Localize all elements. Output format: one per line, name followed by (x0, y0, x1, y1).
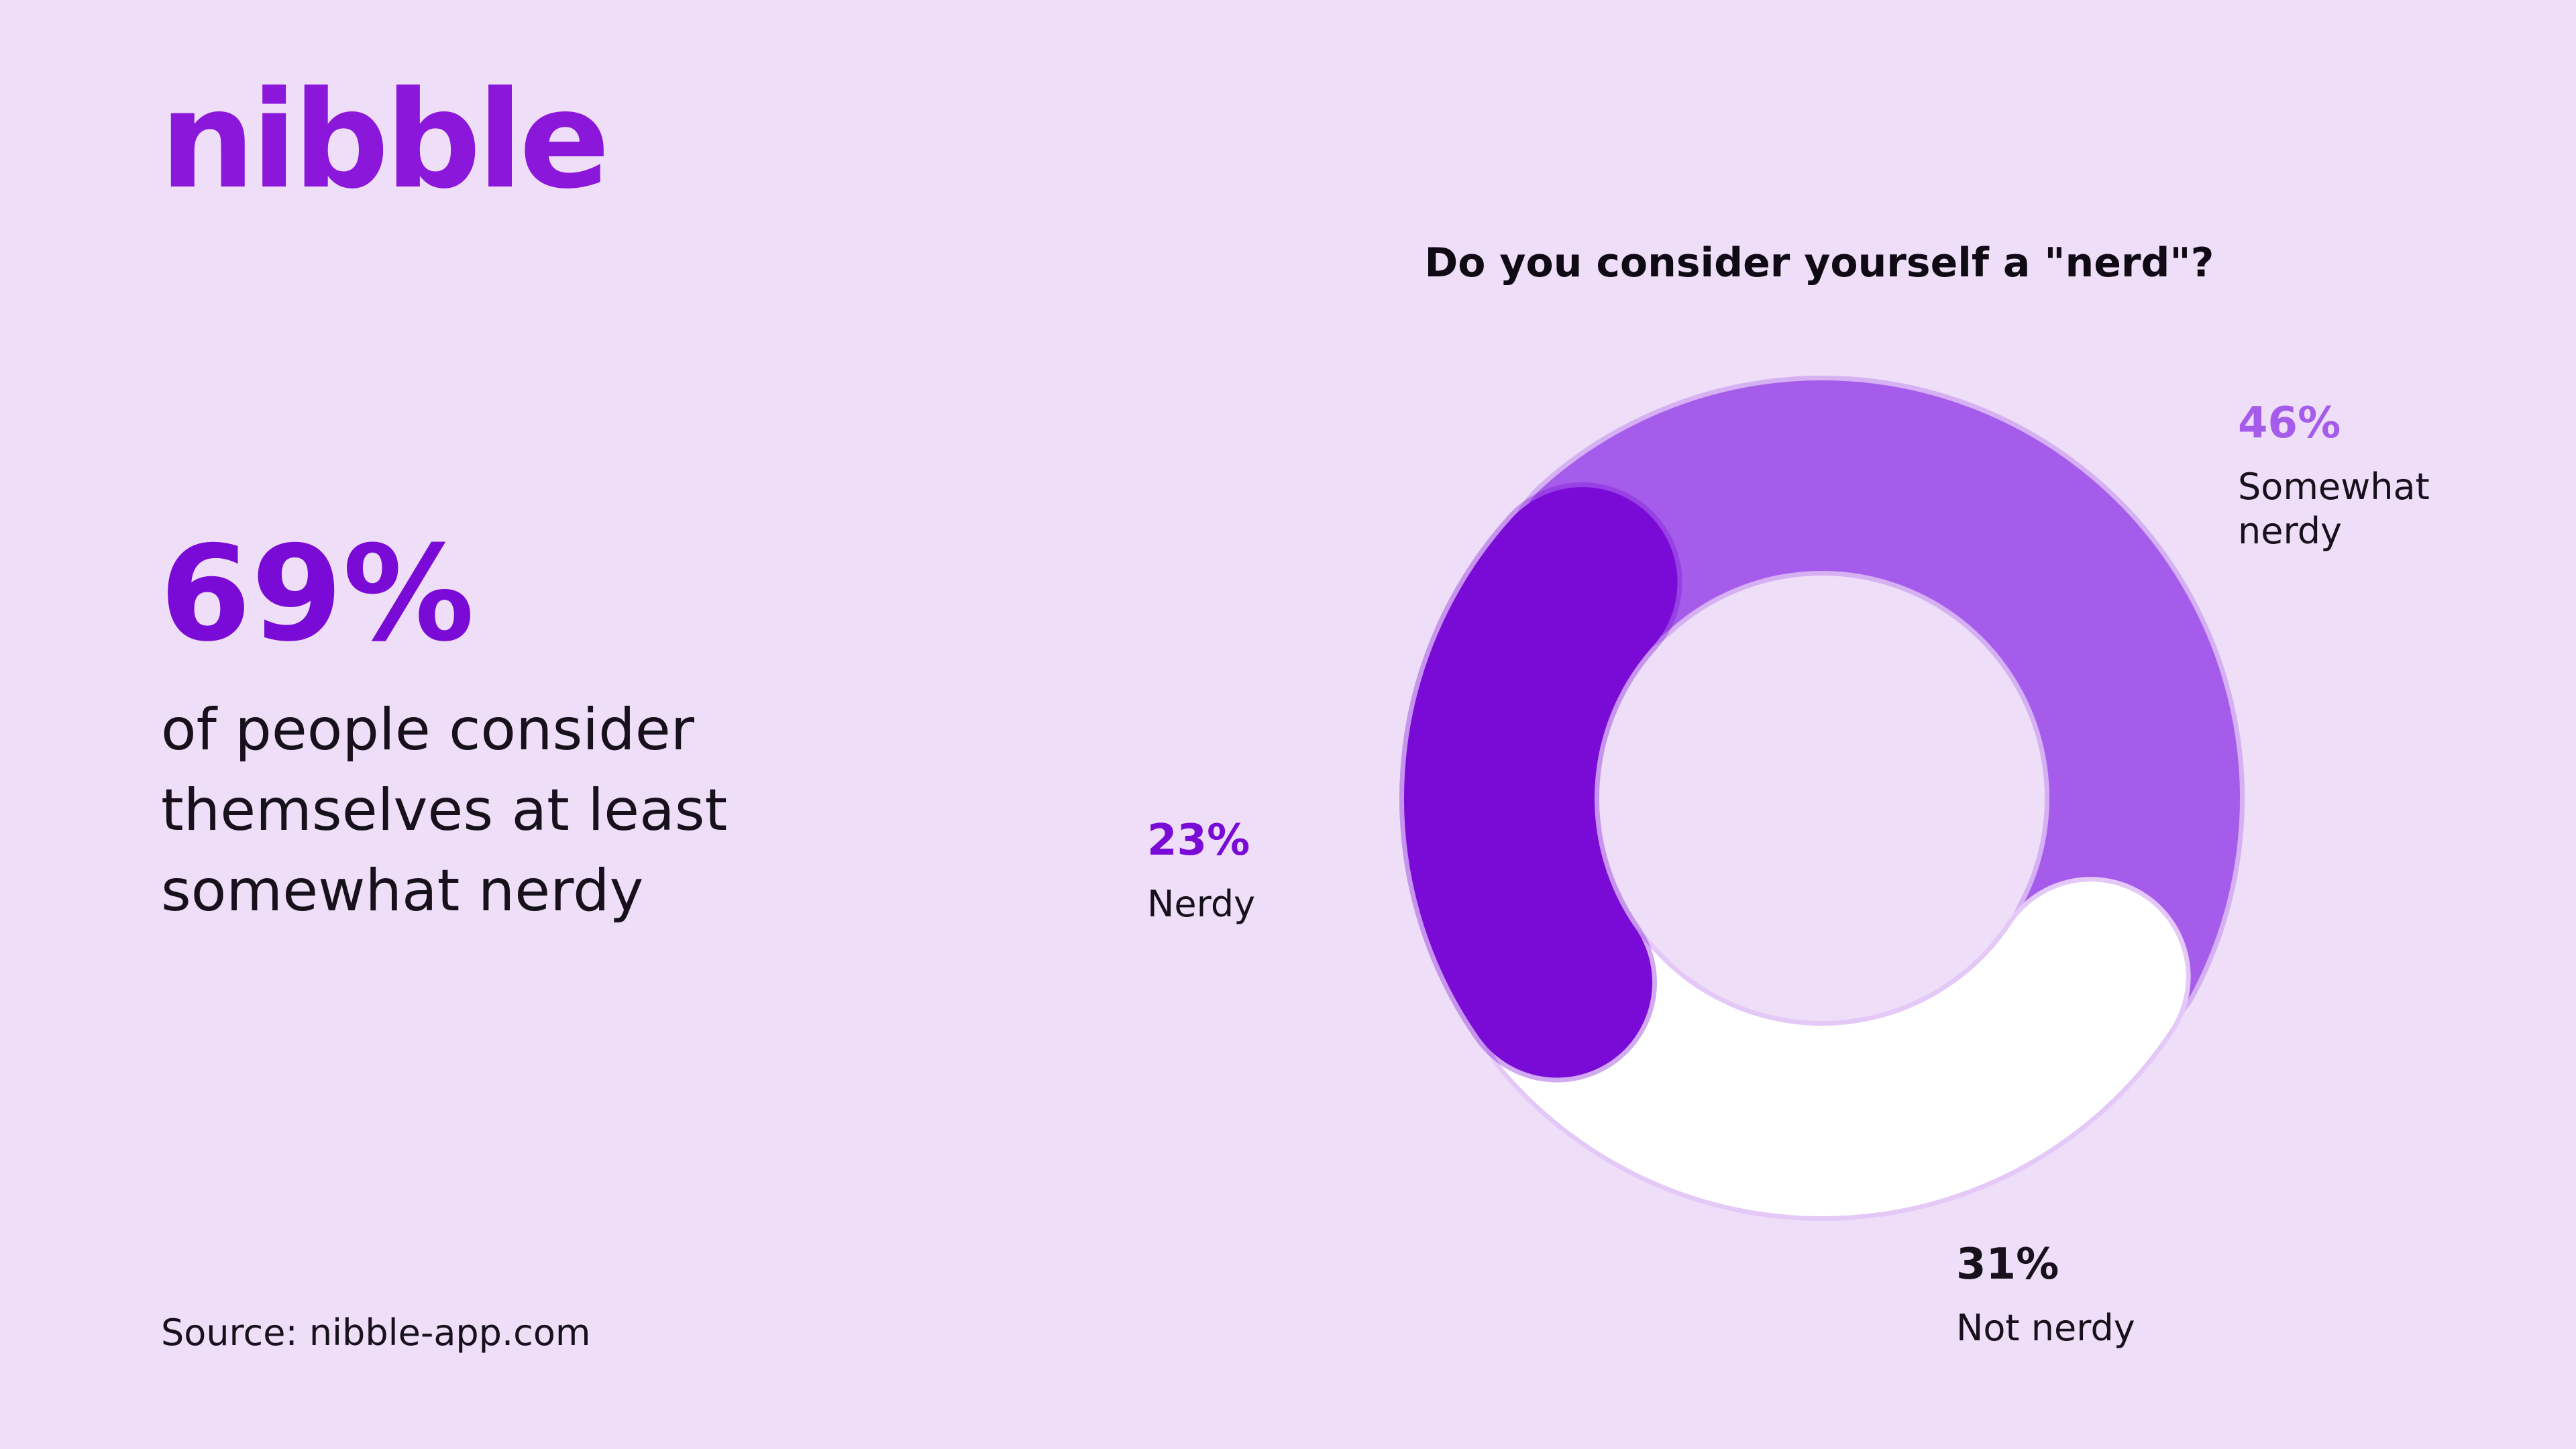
value-label-nerdy: 23% (1147, 816, 1250, 865)
headline-text: of people consider themselves at least s… (161, 696, 728, 924)
value-label-somewhat-nerdy: 46% (2238, 398, 2341, 448)
category-label-not-nerdy: Not nerdy (1956, 1307, 2135, 1349)
value-label-not-nerdy: 31% (1956, 1240, 2059, 1289)
headline-stat: 69% (160, 518, 475, 671)
source-note: Source: nibble-app.com (161, 1311, 591, 1354)
chart-title: Do you consider yourself a "nerd"? (1424, 239, 2214, 286)
nibble-logo: nibble (160, 62, 610, 219)
donut-slices (1399, 376, 2245, 1221)
slice-somewhat-nerdy (1511, 380, 2240, 1043)
category-label-nerdy: Nerdy (1147, 883, 1255, 925)
category-label-somewhat-nerdy: Somewhat (2238, 466, 2430, 508)
slice-nerdy (1404, 487, 1678, 1078)
slice-not-nerdy (1482, 881, 2186, 1216)
category-label-somewhat-nerdy: nerdy (2238, 510, 2342, 552)
